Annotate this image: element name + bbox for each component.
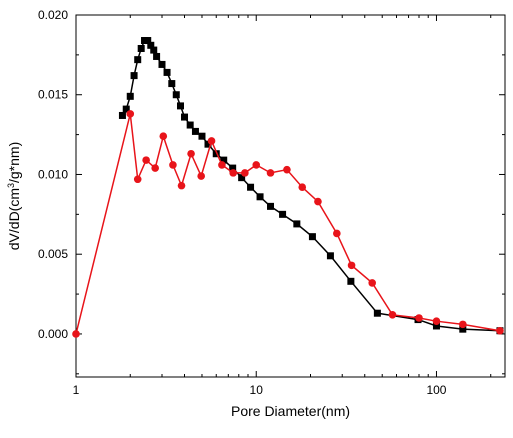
y-tick-label: 0.000 xyxy=(38,327,68,341)
x-tick-label: 10 xyxy=(250,383,264,397)
series-1-point xyxy=(122,105,130,113)
series-1-point xyxy=(267,202,275,210)
series-1-point xyxy=(150,46,158,54)
x-tick-label: 1 xyxy=(73,383,80,397)
series-1-point xyxy=(229,164,237,172)
series-layer xyxy=(72,37,504,338)
series-1-point xyxy=(279,210,287,218)
y-tick-label: 0.005 xyxy=(38,247,68,261)
series-1-point xyxy=(118,111,126,119)
series-2-point xyxy=(229,169,237,177)
series-1-point xyxy=(432,322,440,330)
series-1-point xyxy=(204,140,212,148)
series-1-point xyxy=(220,156,228,164)
series-2-point xyxy=(151,164,159,172)
series-1-point xyxy=(247,183,255,191)
series-1-point xyxy=(172,91,180,99)
series-2-point xyxy=(266,169,275,177)
series-1-point xyxy=(176,102,184,110)
series-2-point xyxy=(197,172,205,180)
series-1-point xyxy=(137,44,145,52)
x-tick-label: 100 xyxy=(426,383,446,397)
series-1-point xyxy=(163,68,171,76)
series-2-point xyxy=(368,279,377,287)
series-1-point xyxy=(158,60,166,68)
series-1-point xyxy=(256,193,264,201)
series-1-point xyxy=(126,92,134,100)
series-2-point xyxy=(177,181,186,190)
y-tick-label: 0.015 xyxy=(38,88,68,102)
series-1-point xyxy=(130,72,138,80)
series-1-point xyxy=(144,37,152,45)
series-2-point xyxy=(218,161,226,169)
series-2-point xyxy=(388,311,397,319)
y-tick-label: 0.020 xyxy=(38,8,68,22)
tick-labels: 1 10 100 0.000 0.005 0.010 0.015 0.020 xyxy=(38,8,447,397)
series-1-point xyxy=(459,325,467,333)
series-2-point xyxy=(159,132,168,140)
series-2-point xyxy=(241,169,249,177)
y-axis-title-main: dV/dD(cm xyxy=(6,188,22,250)
series-1-point xyxy=(147,41,155,49)
series-1-point xyxy=(191,127,199,135)
series-2-point xyxy=(207,137,216,145)
series-2-point xyxy=(496,326,504,335)
plot-area xyxy=(75,14,506,378)
series-2-point xyxy=(133,175,142,184)
series-1-point xyxy=(238,174,246,182)
series-2-point xyxy=(347,261,356,270)
series-1-point xyxy=(181,113,189,121)
series-2-point xyxy=(459,320,467,329)
y-tick-label: 0.010 xyxy=(38,167,68,181)
series-2-point xyxy=(126,110,135,118)
y-axis-title-unit: /g*nm) xyxy=(6,142,22,183)
series-2-point xyxy=(432,317,441,325)
y-axis-title: dV/dD(cm3/g*nm) xyxy=(6,142,22,250)
series-1-point xyxy=(168,80,176,88)
series-1-point xyxy=(373,309,381,317)
series-2-point xyxy=(252,161,261,169)
series-2-point xyxy=(169,161,177,169)
series-2-point xyxy=(283,165,291,174)
series-2-line xyxy=(75,113,501,335)
series-1-point xyxy=(198,132,206,140)
series-2-point xyxy=(72,330,80,338)
series-2-point xyxy=(298,183,307,192)
series-1-point xyxy=(308,233,316,241)
series-1-point xyxy=(212,150,220,158)
x-axis-title: Pore Diameter(nm) xyxy=(231,403,350,419)
series-1-point xyxy=(134,56,142,64)
series-1-point xyxy=(186,121,194,129)
series-2-point xyxy=(415,314,423,322)
series-1-point xyxy=(293,220,301,228)
axis-ticks xyxy=(75,14,505,377)
y-axis-title-superscript: 3 xyxy=(6,183,16,188)
series-2-point xyxy=(187,149,195,158)
series-1-point xyxy=(326,252,334,260)
series-2-point xyxy=(142,156,150,164)
series-1-point xyxy=(153,52,161,60)
series-1-point xyxy=(347,277,355,285)
series-2-point xyxy=(314,197,322,206)
series-2-point xyxy=(333,229,341,238)
